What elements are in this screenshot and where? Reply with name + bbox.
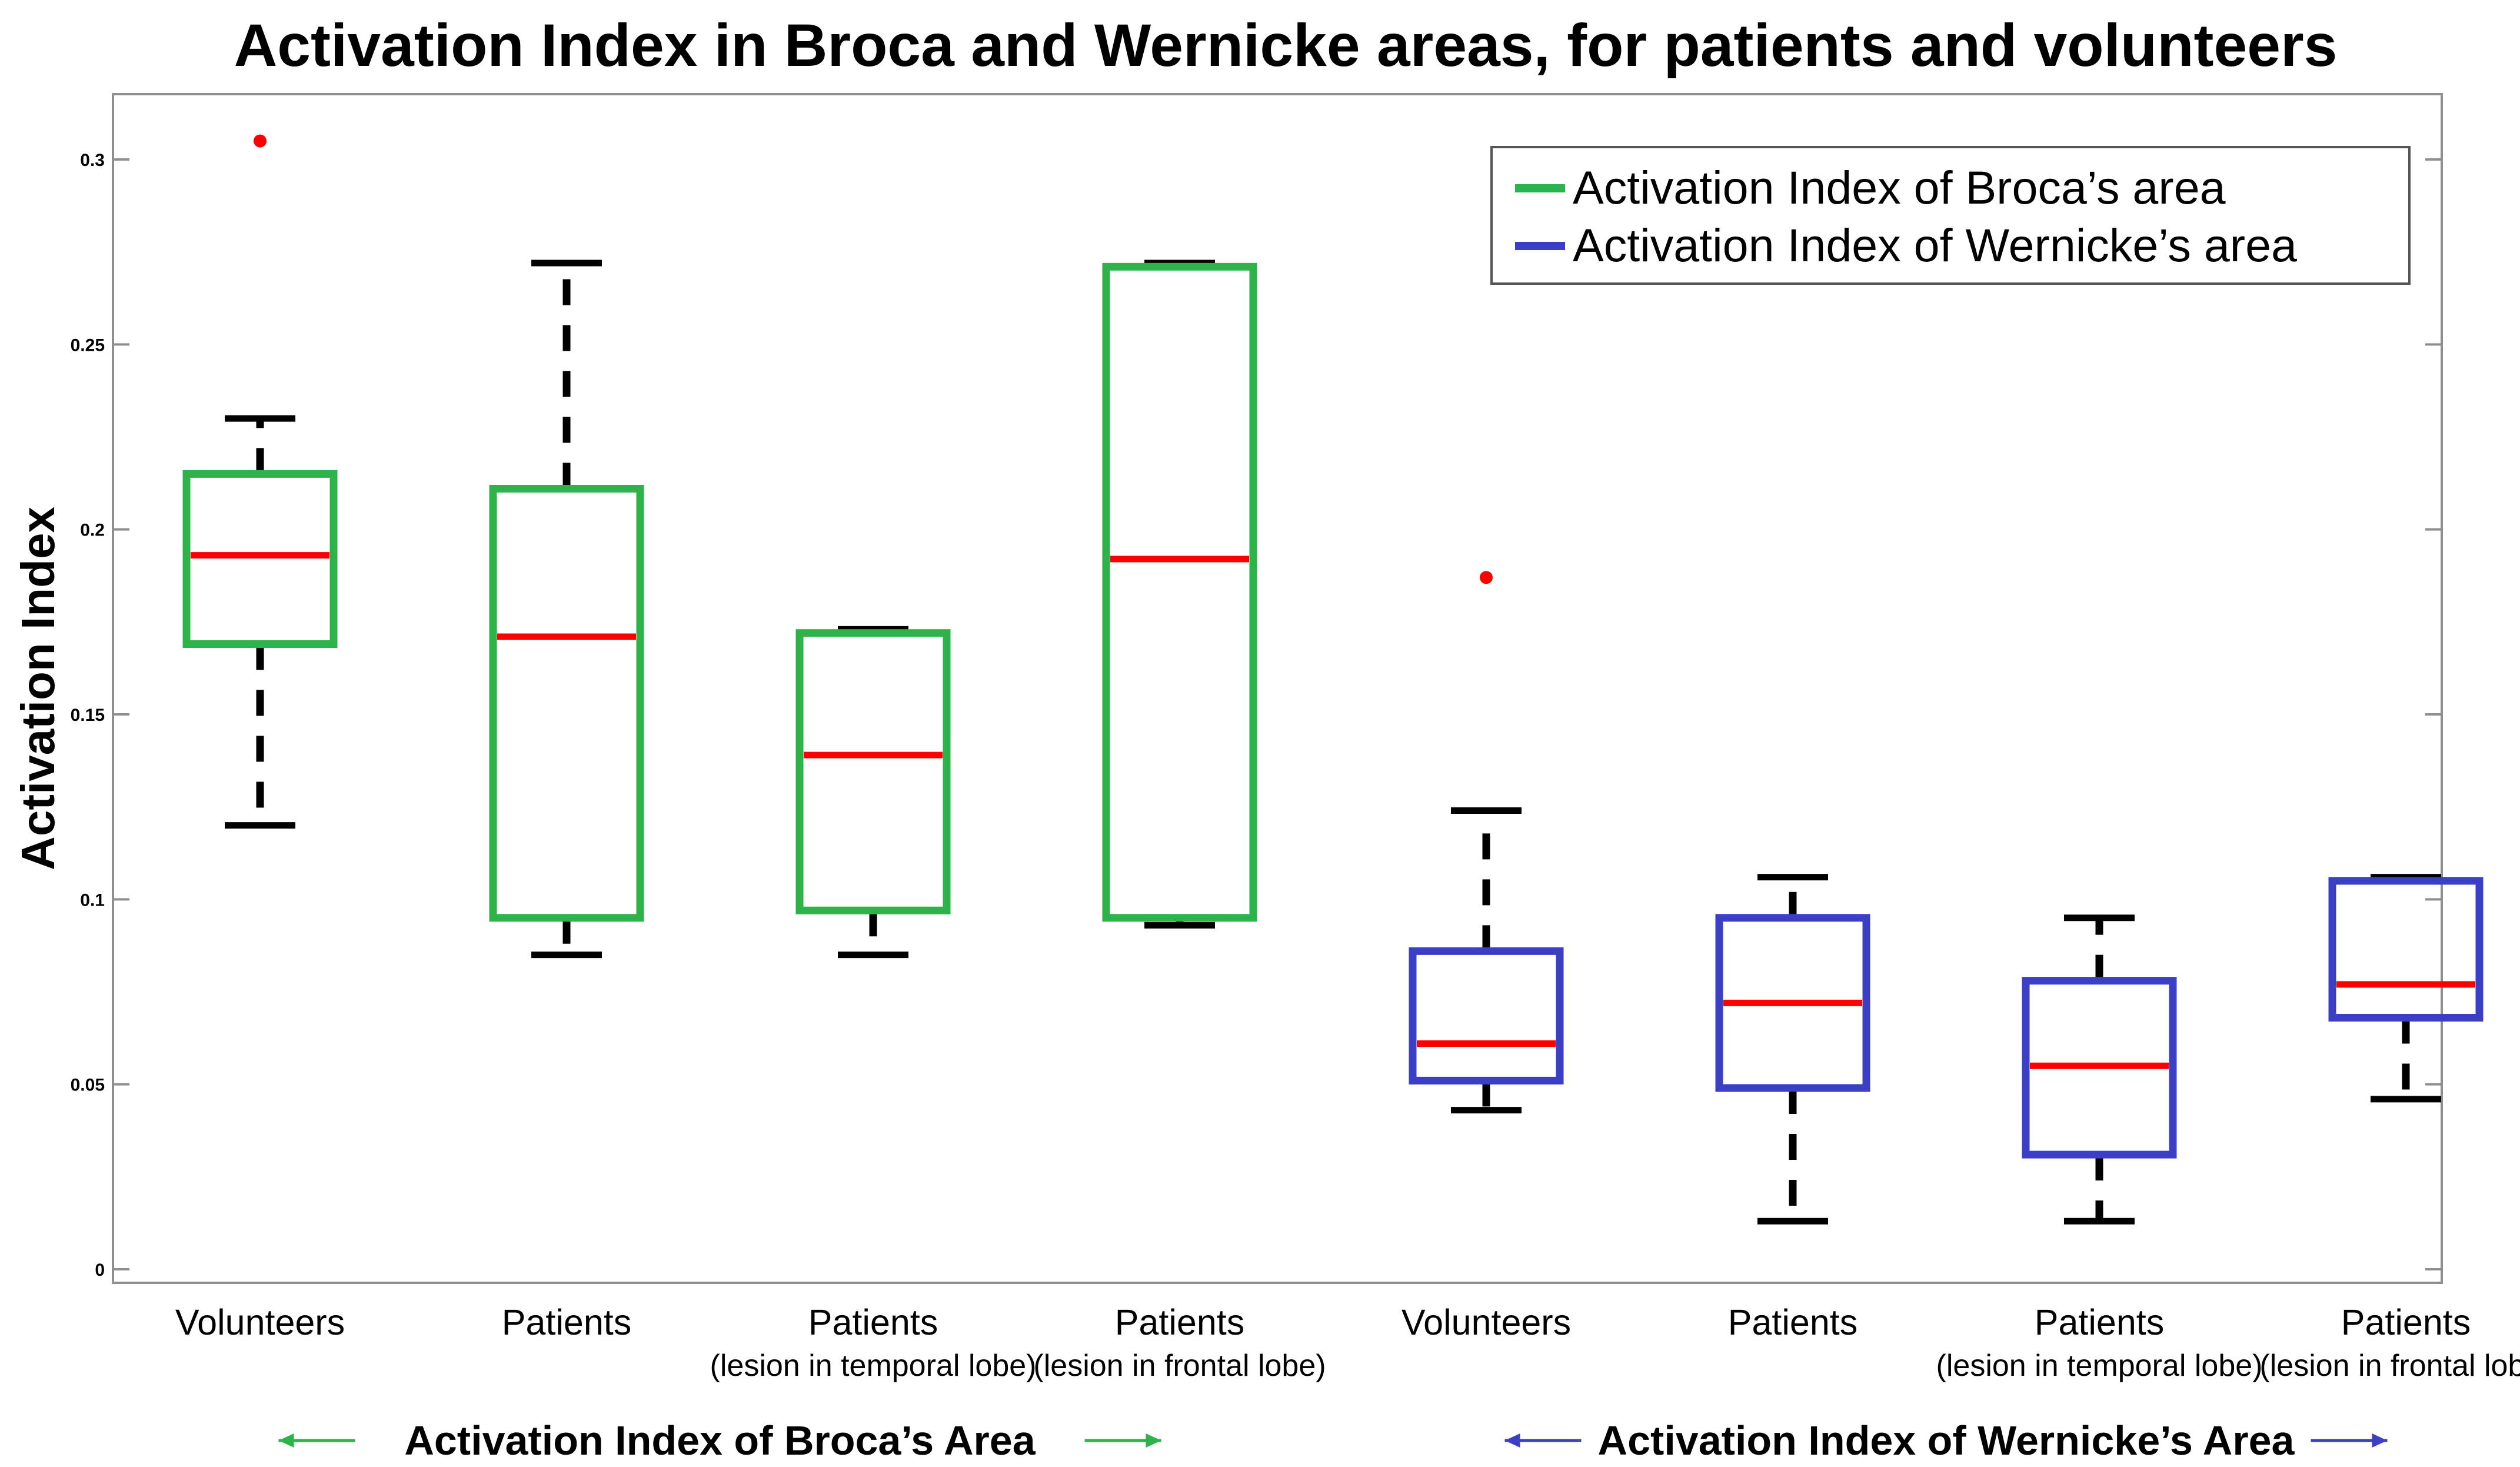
group-arrow-head: [1146, 1433, 1161, 1448]
x-category-label: Patients: [2341, 1302, 2471, 1342]
x-category-label: Patients: [1728, 1302, 1857, 1342]
box-broca: [795, 629, 951, 914]
x-category-label: Patients: [502, 1302, 631, 1342]
legend-wernicke-label: Activation Index of Wernicke’s area: [1573, 219, 2297, 271]
chart-title: Activation Index in Broca and Wernicke a…: [234, 12, 2338, 79]
x-category-sublabel: (lesion in frontal lobe): [2259, 1349, 2520, 1383]
group-labels: Activation Index of Broca’s Area Activati…: [278, 1418, 2388, 1463]
boxes-layer: [182, 134, 2484, 1225]
y-tick-label: 0.25: [71, 335, 105, 355]
legend-broca-label: Activation Index of Broca’s area: [1573, 161, 2226, 214]
box-broca: [1102, 262, 1257, 922]
x-category-label: Patients: [2035, 1302, 2164, 1342]
x-category-label: Volunteers: [1402, 1302, 1571, 1342]
x-category-label: Patients: [1115, 1302, 1244, 1342]
box-broca: [182, 470, 338, 648]
legend: Activation Index of Broca’s area Activat…: [1490, 146, 2411, 285]
x-category-sublabel: (lesion in temporal lobe): [710, 1349, 1037, 1383]
outlier-point: [254, 134, 267, 148]
box-wernicke: [2328, 877, 2484, 1022]
x-category-label: Patients: [808, 1302, 938, 1342]
box-wernicke: [1409, 947, 1564, 1085]
group-arrow-head: [2372, 1433, 2388, 1448]
group-arrow-head: [1504, 1433, 1520, 1448]
x-axis-labels: Volunteers Patients Patients (lesion in tem…: [175, 1302, 2520, 1383]
group-arrow-head: [278, 1433, 294, 1448]
box-broca: [489, 485, 644, 922]
y-tick-label: 0: [95, 1260, 105, 1280]
y-axis: 0 0.05 0.1 0.15 0.2 0.25 0.3: [71, 151, 2442, 1280]
box-wernicke: [2022, 977, 2177, 1159]
y-tick-label: 0.3: [80, 151, 105, 170]
x-category-sublabel: (lesion in temporal lobe): [1936, 1349, 2263, 1383]
x-category-label: Volunteers: [175, 1302, 345, 1342]
y-axis-label: Activation Index: [12, 507, 64, 870]
y-tick-label: 0.2: [80, 521, 105, 540]
x-category-sublabel: (lesion in frontal lobe): [1033, 1349, 1326, 1383]
y-tick-label: 0.05: [71, 1076, 105, 1095]
group-label-wernicke: Activation Index of Wernicke’s Area: [1598, 1418, 2295, 1463]
outlier-point: [1480, 571, 1493, 584]
y-tick-label: 0.15: [71, 706, 105, 725]
y-tick-label: 0.1: [80, 890, 105, 910]
group-label-broca: Activation Index of Broca’s Area: [404, 1418, 1036, 1463]
plot-area-frame: [112, 93, 2443, 1284]
box-wernicke: [1715, 914, 1870, 1092]
legend-frame: [1490, 146, 2411, 285]
